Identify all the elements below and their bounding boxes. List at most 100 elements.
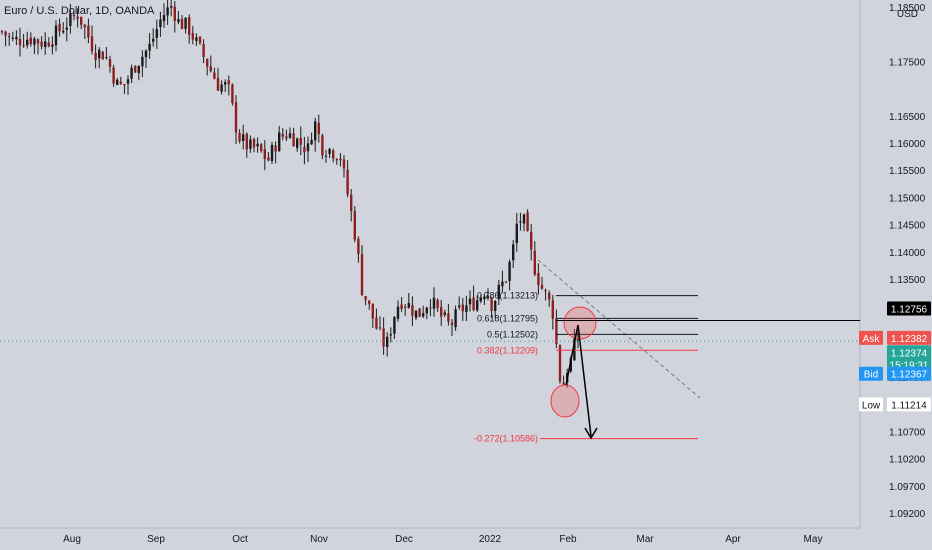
price-tag-value: 1.12756 <box>891 305 928 316</box>
candle-body <box>47 42 50 47</box>
candle-body <box>40 41 43 47</box>
candle-body <box>285 136 288 139</box>
currency-unit: USD <box>896 9 918 20</box>
y-tick-label: 1.10700 <box>889 427 926 438</box>
price-tag <box>887 301 931 316</box>
candle-body <box>440 306 443 317</box>
candle-body <box>404 306 407 308</box>
candle-body <box>137 65 140 74</box>
candle-body <box>353 211 356 240</box>
x-tick-label: Feb <box>559 534 577 545</box>
candle-body <box>508 261 511 282</box>
candle-body <box>238 133 241 142</box>
price-tag-value: 1.12367 <box>891 370 928 381</box>
candle-body <box>173 6 176 21</box>
candle-body <box>220 84 223 92</box>
candle-body <box>476 300 479 311</box>
candle-body <box>468 298 472 305</box>
y-tick-label: 1.14500 <box>889 221 926 232</box>
fib-level-label: 0.786(1.13213) <box>477 291 538 301</box>
y-tick-label: 1.15500 <box>889 166 926 177</box>
candle-body <box>69 12 72 27</box>
candle-body <box>548 292 551 300</box>
candle-body <box>310 139 313 145</box>
candle-body <box>281 133 284 137</box>
candle-body <box>94 52 97 60</box>
x-tick-label: Aug <box>63 534 81 545</box>
candle-body <box>119 81 122 84</box>
candle-body <box>51 44 54 47</box>
candle-body <box>551 300 554 319</box>
candle-body <box>483 296 486 300</box>
candle-body <box>346 169 349 195</box>
x-tick-label: May <box>804 534 823 545</box>
y-tick-label: 1.18500 <box>889 3 926 14</box>
symbol-title: Euro / U.S. Dollar, 1D, OANDA <box>4 5 155 17</box>
candle-body <box>278 132 281 152</box>
candle-body <box>188 17 191 35</box>
candle-body <box>144 50 148 58</box>
candle-body <box>422 313 425 317</box>
candle-body <box>206 59 209 67</box>
candle-body <box>83 24 86 28</box>
candle-body <box>0 31 4 33</box>
projection-arrow <box>565 324 592 437</box>
candle-body <box>306 143 310 152</box>
candle-body <box>436 299 439 308</box>
candle-body <box>195 37 198 41</box>
candle-body <box>58 23 61 32</box>
candle-body <box>526 212 529 231</box>
candle-body <box>490 297 493 311</box>
candle-body <box>533 250 536 275</box>
candle-body <box>252 139 256 148</box>
price-tag-label: Ask <box>863 334 881 345</box>
x-tick-label: Sep <box>147 534 165 545</box>
candle-body <box>76 16 79 19</box>
candle-body <box>537 273 540 286</box>
candle-body <box>407 303 410 308</box>
y-tick-label: 1.09200 <box>889 509 926 520</box>
candle-body <box>260 144 263 152</box>
candle-body <box>288 133 292 138</box>
candle-body <box>573 338 576 361</box>
y-tick-label: 1.17500 <box>889 57 926 68</box>
candle-body <box>15 36 18 40</box>
candle-body <box>411 305 414 316</box>
arrow-head <box>584 427 598 440</box>
candle-body <box>303 146 306 153</box>
candle-body <box>562 382 565 385</box>
candle-body <box>443 312 446 315</box>
candle-body <box>378 327 382 329</box>
candle-body <box>274 145 277 152</box>
candle-body <box>62 30 65 33</box>
candle-body <box>198 36 202 44</box>
candle-body <box>576 338 580 341</box>
candle-body <box>134 66 137 73</box>
candle-body <box>461 304 464 312</box>
candle-body <box>152 38 155 42</box>
candle-body <box>519 221 522 223</box>
candle-body <box>504 281 508 283</box>
price-tag-time: 15:19:31 <box>890 360 929 371</box>
candle-body <box>432 297 436 309</box>
candle-body <box>98 49 101 59</box>
candle-body <box>87 25 90 38</box>
candle-body <box>400 304 403 309</box>
candle-body <box>162 15 166 22</box>
candle-body <box>544 290 547 292</box>
candle-body <box>454 309 457 328</box>
candle-body <box>130 67 133 79</box>
fib-level-label: 0.618(1.12795) <box>477 313 538 323</box>
price-tag-label-box <box>859 397 883 412</box>
y-tick-label: 1.16500 <box>889 112 926 123</box>
candle-body <box>314 121 317 141</box>
price-tag <box>887 330 931 345</box>
candle-body <box>332 150 335 159</box>
candle-body <box>386 336 389 347</box>
candle-body <box>425 307 428 314</box>
candle-body <box>18 38 22 46</box>
price-tag-label: Bid <box>864 370 878 381</box>
candle-body <box>216 77 220 91</box>
